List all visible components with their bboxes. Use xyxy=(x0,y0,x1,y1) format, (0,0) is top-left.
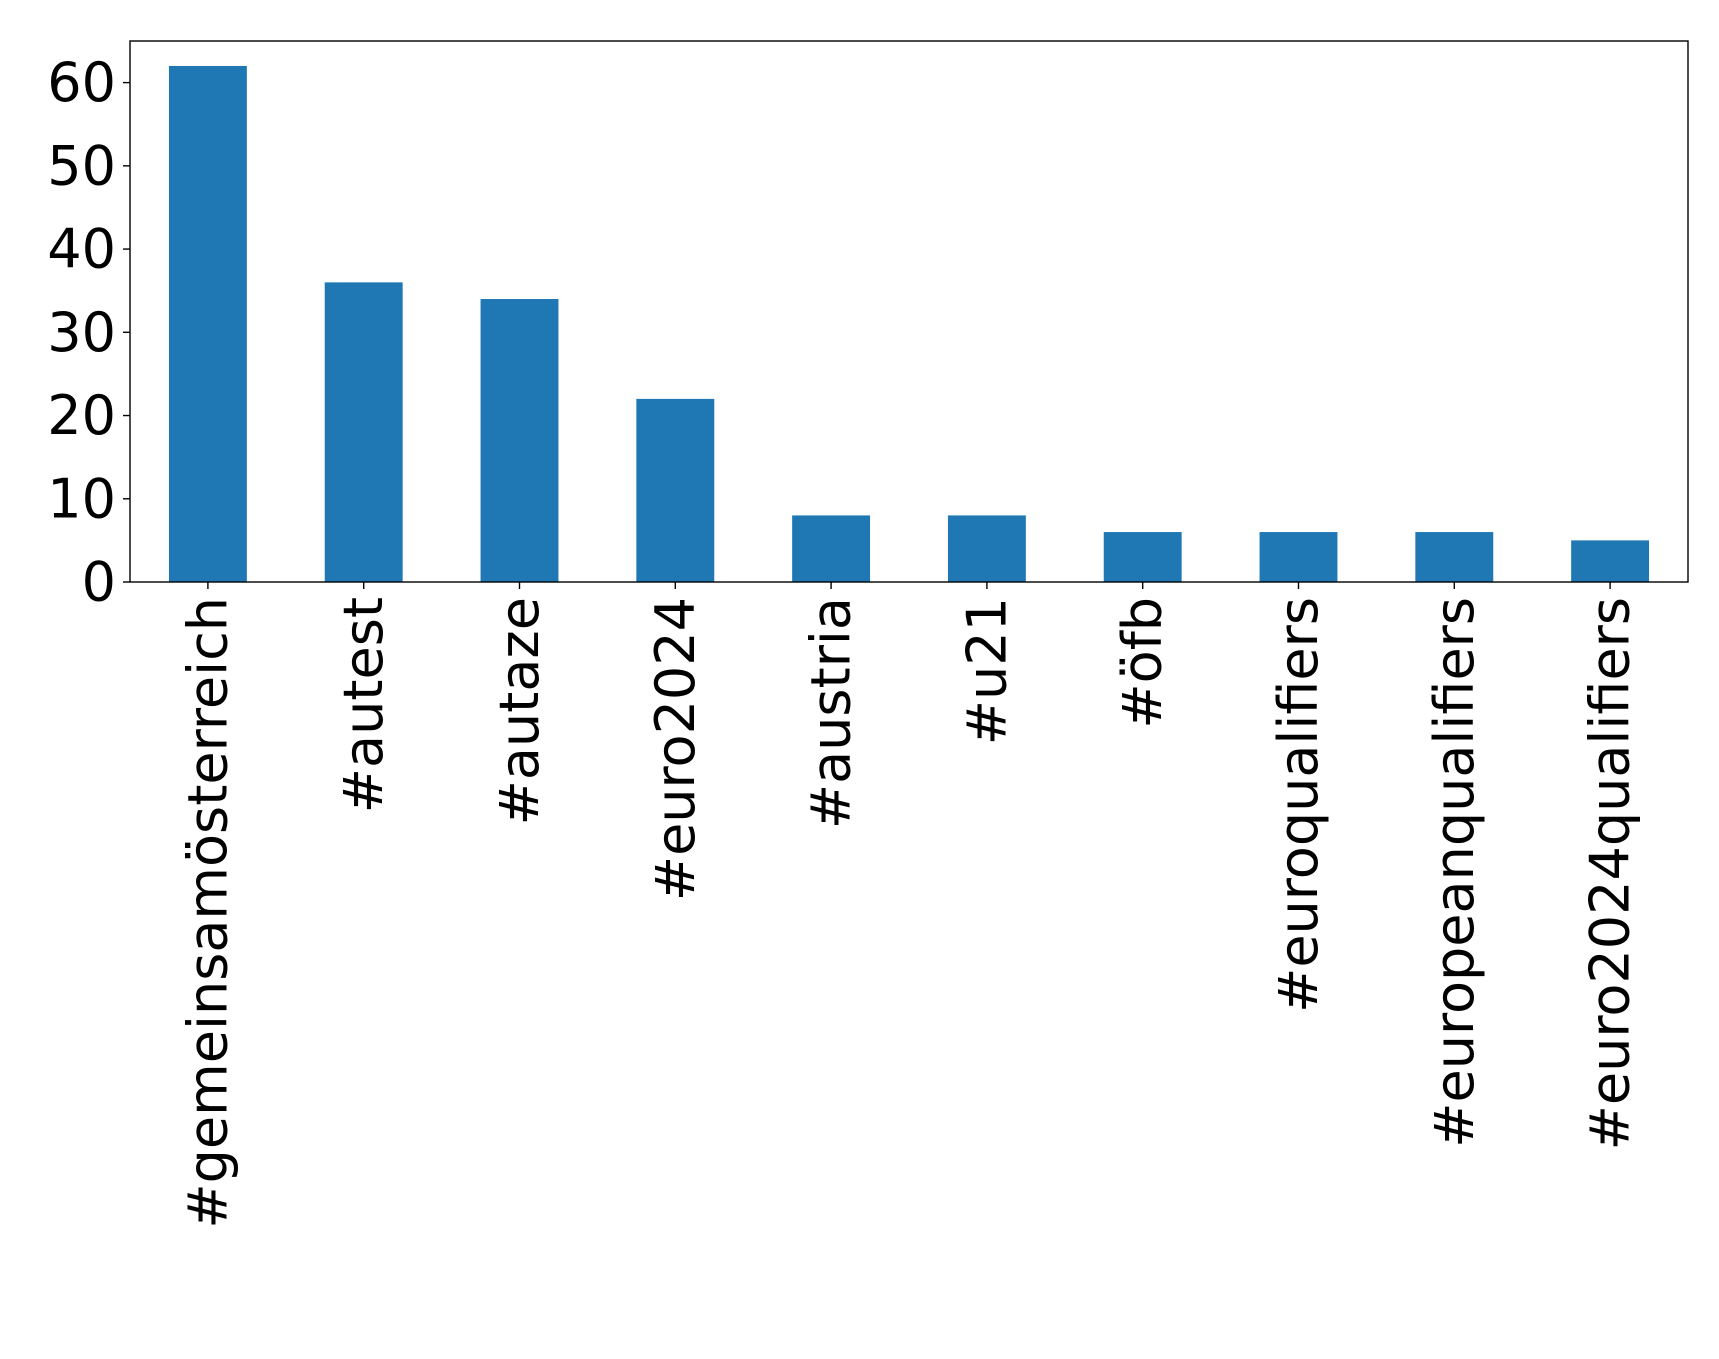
y-tick-label: 40 xyxy=(47,218,116,281)
x-tick-label: #euro2024 xyxy=(644,597,707,901)
y-tick-label: 50 xyxy=(47,134,116,197)
x-tick-label: #autaze xyxy=(488,597,551,825)
x-tick-label: #gemeinsamösterreich xyxy=(176,597,239,1229)
bar-euro2024 xyxy=(636,398,715,582)
bar-autest xyxy=(324,282,403,582)
y-tick-label: 0 xyxy=(82,551,116,614)
x-tick-label: #euro2024qualifiers xyxy=(1579,597,1642,1150)
bar-gemeinsamsterreich xyxy=(168,65,247,582)
y-tick-label: 60 xyxy=(47,51,116,114)
bar-autaze xyxy=(480,299,559,582)
y-tick-label: 10 xyxy=(47,467,116,530)
bars-group xyxy=(168,65,1650,582)
y-axis: 0 10 20 30 40 50 60 xyxy=(47,51,130,614)
x-axis: #gemeinsamösterreich #autest #autaze #euro2… xyxy=(176,582,1642,1229)
x-tick-label: #austria xyxy=(800,597,863,829)
y-tick-label: 20 xyxy=(47,384,116,447)
x-tick-label: #öfb xyxy=(1111,597,1174,729)
bar-austria xyxy=(792,515,871,582)
x-tick-label: #europeanqualifiers xyxy=(1423,597,1486,1148)
x-tick-label: #euroqualifiers xyxy=(1267,597,1330,1013)
bar-europeanqualifiers xyxy=(1415,532,1494,582)
x-tick-label: #u21 xyxy=(955,597,1018,745)
bar-euro2024qualifiers xyxy=(1571,540,1650,582)
bar-fb xyxy=(1103,532,1182,582)
y-tick-label: 30 xyxy=(47,301,116,364)
plot-frame xyxy=(129,40,1689,583)
x-tick-label: #autest xyxy=(332,597,395,813)
bar-euroqualifiers xyxy=(1259,532,1338,582)
bar-u21 xyxy=(947,515,1026,582)
